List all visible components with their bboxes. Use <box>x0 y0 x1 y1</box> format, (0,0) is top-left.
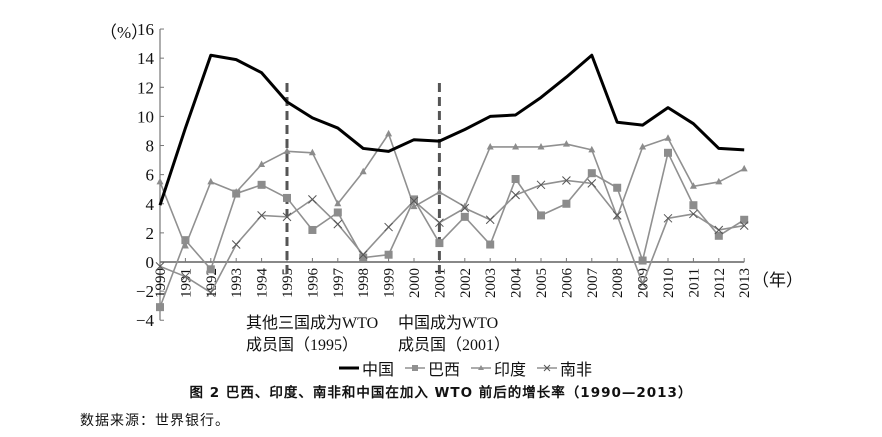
annotation-1995-line2: 成员国（1995） <box>246 337 359 354</box>
y-tick-label: 12 <box>137 78 154 97</box>
y-tick-label: 10 <box>137 107 154 126</box>
x-tick-label: 2007 <box>585 268 601 299</box>
annotation-1995-line1: 其他三国成为WTO <box>246 315 379 332</box>
y-tick-label: −4 <box>136 311 155 330</box>
legend: 中国 巴西 印度 南非 <box>338 356 592 380</box>
x-tick-label: 1991 <box>178 268 194 298</box>
y-tick-label: 0 <box>146 253 155 272</box>
triangle-marker-icon <box>471 365 492 370</box>
x-tick-label: 1995 <box>280 268 296 298</box>
legend-label: 印度 <box>494 362 527 379</box>
series-line <box>159 152 745 308</box>
legend-item-south-africa: 南非 <box>536 356 592 380</box>
y-tick-label: 6 <box>146 166 155 185</box>
x-tick-label: 1998 <box>356 268 372 298</box>
y-tick-label: 14 <box>137 49 155 68</box>
annotation-2001: 中国成为WTO 成员国（2001） <box>398 313 510 357</box>
x-axis-unit: （年） <box>752 271 803 290</box>
x-tick-label: 2010 <box>661 268 677 298</box>
solid-line-icon <box>339 366 359 370</box>
y-tick-label: 4 <box>146 195 155 214</box>
annotation-2001-line2: 成员国（2001） <box>398 337 511 354</box>
annotation-2001-line1: 中国成为WTO <box>398 315 499 332</box>
y-tick-label: −2 <box>136 282 154 301</box>
y-axis-unit: （%） <box>100 23 149 42</box>
x-tick-label: 2004 <box>509 268 525 299</box>
x-tick-label: 2011 <box>686 268 702 297</box>
x-tick-label: 2006 <box>559 268 575 299</box>
data-source: 数据来源：世界银行。 <box>80 413 230 429</box>
x-tick-label: 1990 <box>153 268 169 298</box>
x-marker-icon <box>537 364 558 372</box>
series-line <box>159 133 745 247</box>
y-tick-label: 2 <box>146 224 155 243</box>
annotation-1995: 其他三国成为WTO 成员国（1995） <box>246 313 378 357</box>
x-tick-label: 1993 <box>229 268 245 298</box>
x-tick-label: 2000 <box>407 268 423 298</box>
x-tick-label: 2008 <box>610 268 626 298</box>
series-lines <box>155 53 749 312</box>
square-marker-icon <box>405 365 426 371</box>
x-tick-label: 1999 <box>382 268 398 298</box>
wto-entry-markers <box>285 83 441 274</box>
y-tick-label: 16 <box>137 20 154 39</box>
x-tick-label: 2003 <box>483 268 499 298</box>
x-tick-label: 2005 <box>534 268 550 298</box>
x-tick-label: 1996 <box>305 268 321 299</box>
x-tick-label: 1997 <box>331 268 347 299</box>
legend-label: 中国 <box>362 362 395 379</box>
y-tick-label: 8 <box>146 137 155 156</box>
x-tick-label: 1994 <box>255 268 271 299</box>
legend-item-india: 印度 <box>470 356 526 380</box>
x-tick-label: 2012 <box>712 268 728 298</box>
legend-item-brazil: 巴西 <box>404 356 460 380</box>
figure-caption: 图 2 巴西、印度、南非和中国在加入 WTO 前后的增长率（1990—2013） <box>189 385 693 401</box>
legend-label: 南非 <box>560 362 593 379</box>
x-tick-label: 2002 <box>458 268 474 298</box>
series-line <box>159 179 745 294</box>
x-tick-label: 2001 <box>432 268 448 298</box>
x-tick-label: 2013 <box>737 268 753 298</box>
legend-item-china: 中国 <box>338 356 394 380</box>
series-line <box>158 53 745 206</box>
legend-label: 巴西 <box>428 362 461 379</box>
